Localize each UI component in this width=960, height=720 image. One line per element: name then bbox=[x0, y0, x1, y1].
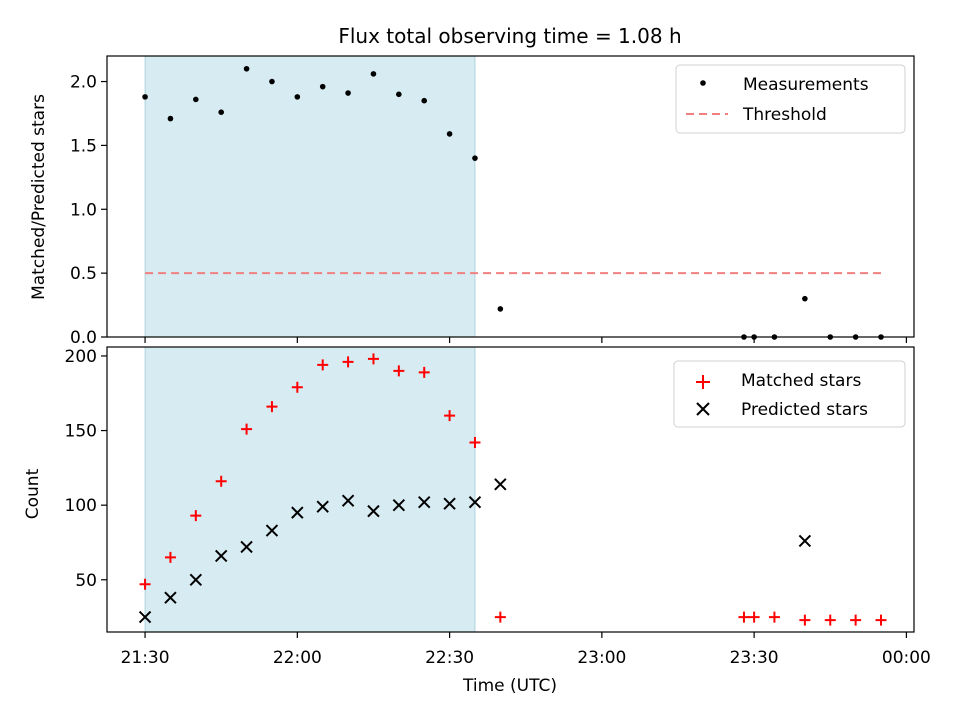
matched-star-point bbox=[393, 365, 405, 377]
bottom-legend-box bbox=[673, 360, 906, 428]
legend-predicted-label: Predicted stars bbox=[741, 400, 868, 420]
bottom-plot-y-ticks: 50 100 150 200 bbox=[65, 347, 107, 591]
legend-measurements-marker bbox=[700, 80, 706, 86]
predicted-star-point bbox=[189, 573, 203, 586]
y-tick-label: 200 bbox=[65, 347, 97, 367]
x-tick-label: 22:00 bbox=[273, 648, 322, 668]
bottom-plot-x-ticks: 21:30 22:00 22:30 23:00 23:30 00:00 bbox=[121, 632, 931, 668]
measurement-point bbox=[421, 97, 428, 104]
x-tick-label: 23:30 bbox=[730, 648, 779, 668]
y-tick-label: 50 bbox=[75, 571, 97, 591]
matched-star-point bbox=[215, 475, 227, 487]
top-plot-frame bbox=[106, 55, 915, 338]
chart-title: Flux total observing time = 1.08 h bbox=[338, 24, 681, 48]
matched-star-point bbox=[824, 614, 836, 626]
y-tick-label: 1.0 bbox=[70, 200, 97, 220]
bottom-plot-shaded-region bbox=[144, 346, 476, 633]
predicted-star-point bbox=[265, 524, 279, 537]
x-tick-label: 23:00 bbox=[577, 648, 626, 668]
matched-star-point bbox=[799, 614, 811, 626]
predicted-star-point bbox=[214, 549, 228, 563]
bottom-plot-legend: Matched stars Predicted stars bbox=[673, 360, 906, 428]
matched-star-point bbox=[469, 436, 481, 448]
measurement-point bbox=[396, 91, 402, 98]
predicted-star-point bbox=[240, 540, 253, 554]
matched-star-point bbox=[164, 551, 176, 563]
measurement-point bbox=[243, 65, 250, 72]
y-tick-label: 1.5 bbox=[70, 136, 97, 156]
matched-star-point bbox=[342, 356, 354, 368]
top-plot-x-ticks bbox=[144, 337, 907, 343]
matched-star-point bbox=[291, 381, 303, 393]
matched-star-point bbox=[367, 353, 379, 365]
matched-star-point bbox=[317, 359, 329, 371]
measurement-point bbox=[370, 71, 377, 77]
measurement-point bbox=[167, 115, 174, 122]
measurement-point bbox=[319, 83, 326, 90]
legend-measurements-label: Measurements bbox=[743, 75, 869, 95]
predicted-star-point bbox=[468, 495, 482, 509]
x-tick-label: 00:00 bbox=[882, 648, 931, 668]
legend-matched-marker bbox=[696, 375, 710, 389]
measurement-point bbox=[218, 109, 224, 115]
top-plot-y-ticks: 0.0 0.5 1.0 1.5 2.0 bbox=[70, 73, 107, 348]
matched-star-point bbox=[850, 614, 862, 626]
measurement-point bbox=[497, 306, 504, 312]
bottom-plot-x-label: Time (UTC) bbox=[462, 676, 557, 696]
measurement-point bbox=[472, 155, 478, 161]
predicted-star-point bbox=[798, 534, 812, 548]
measurement-point bbox=[269, 78, 275, 85]
measurement-point bbox=[193, 96, 199, 103]
top-plot-shaded-region bbox=[144, 55, 476, 338]
matched-star-point bbox=[494, 611, 506, 623]
predicted-star-point bbox=[367, 504, 380, 518]
measurement-point bbox=[142, 94, 148, 100]
bottom-plot: 50 100 150 200 21:30 22:00 22:30 23:00 23:30 00:… bbox=[23, 346, 931, 696]
predicted-star-point bbox=[341, 494, 355, 507]
predicted-star-point bbox=[316, 500, 329, 513]
matched-star-point bbox=[241, 423, 253, 435]
y-tick-label: 100 bbox=[65, 496, 97, 516]
top-plot: 0.00.51.01.52.0 Matched/Predicted stars … bbox=[29, 55, 915, 348]
x-tick-label: 22:30 bbox=[425, 648, 474, 668]
top-legend-box bbox=[675, 64, 906, 134]
measurement-point bbox=[345, 90, 351, 96]
predicted-star-point bbox=[443, 497, 456, 510]
x-tick-label: 21:30 bbox=[121, 648, 170, 668]
predicted-star-point bbox=[494, 478, 507, 491]
bottom-plot-y-label: Count bbox=[23, 468, 43, 519]
matched-star-point bbox=[266, 401, 278, 413]
y-tick-label: 0.0 bbox=[70, 328, 97, 348]
matched-star-point bbox=[444, 410, 456, 422]
predicted-star-point bbox=[138, 610, 152, 624]
legend-threshold-label: Threshold bbox=[742, 105, 827, 125]
measurement-point bbox=[802, 295, 808, 302]
bottom-plot-frame bbox=[106, 346, 915, 633]
matched-star-point bbox=[738, 611, 750, 623]
predicted-star-point bbox=[164, 591, 177, 604]
measurement-point bbox=[294, 94, 301, 100]
y-tick-label: 150 bbox=[65, 422, 97, 442]
top-plot-y-label: Matched/Predicted stars bbox=[29, 94, 49, 300]
predicted-star-point bbox=[392, 498, 406, 512]
matched-star-point bbox=[139, 578, 151, 590]
legend-predicted-marker bbox=[696, 402, 710, 416]
matched-star-point bbox=[875, 614, 887, 626]
legend-matched-label: Matched stars bbox=[741, 371, 861, 391]
predicted-star-point bbox=[291, 506, 304, 519]
measurement-point bbox=[446, 131, 453, 137]
matched-star-point bbox=[748, 611, 760, 623]
y-tick-label: 0.5 bbox=[70, 264, 97, 284]
y-tick-label: 2.0 bbox=[70, 73, 97, 93]
predicted-star-point bbox=[418, 495, 431, 509]
bottom-plot-points bbox=[138, 353, 887, 626]
top-plot-legend: Measurements Threshold bbox=[675, 64, 906, 134]
matched-star-point bbox=[418, 366, 430, 378]
matched-star-point bbox=[768, 611, 780, 623]
matched-star-point bbox=[190, 510, 202, 522]
